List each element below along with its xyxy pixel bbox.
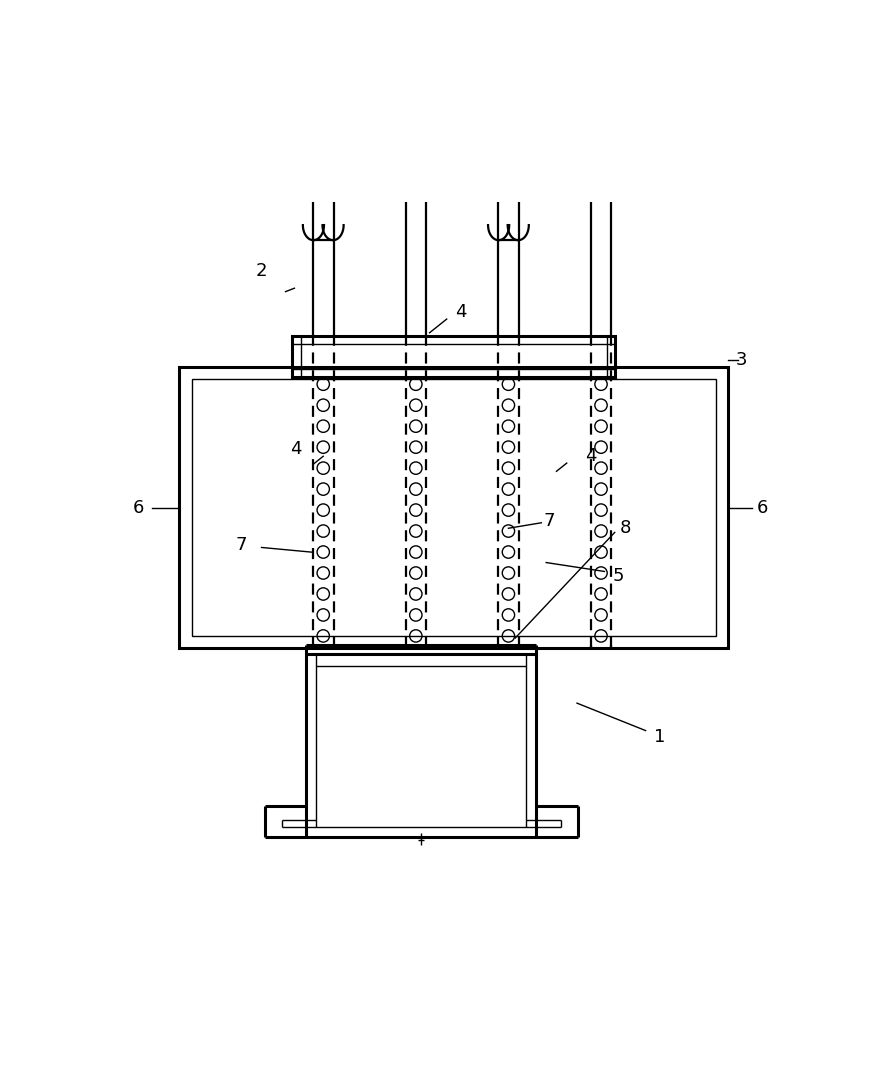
Text: 4: 4 xyxy=(290,441,302,458)
Text: 4: 4 xyxy=(585,447,596,465)
Text: 7: 7 xyxy=(544,512,555,530)
Bar xyxy=(179,367,727,648)
Text: 5: 5 xyxy=(612,567,624,585)
Text: 3: 3 xyxy=(736,351,747,369)
Text: 2: 2 xyxy=(256,262,267,280)
Text: 4: 4 xyxy=(455,303,466,321)
Text: 8: 8 xyxy=(620,519,631,537)
Text: 6: 6 xyxy=(757,499,768,516)
Text: 1: 1 xyxy=(654,728,665,746)
Text: 6: 6 xyxy=(133,499,143,516)
Bar xyxy=(292,336,615,377)
Text: 7: 7 xyxy=(235,537,247,554)
Bar xyxy=(191,379,716,636)
